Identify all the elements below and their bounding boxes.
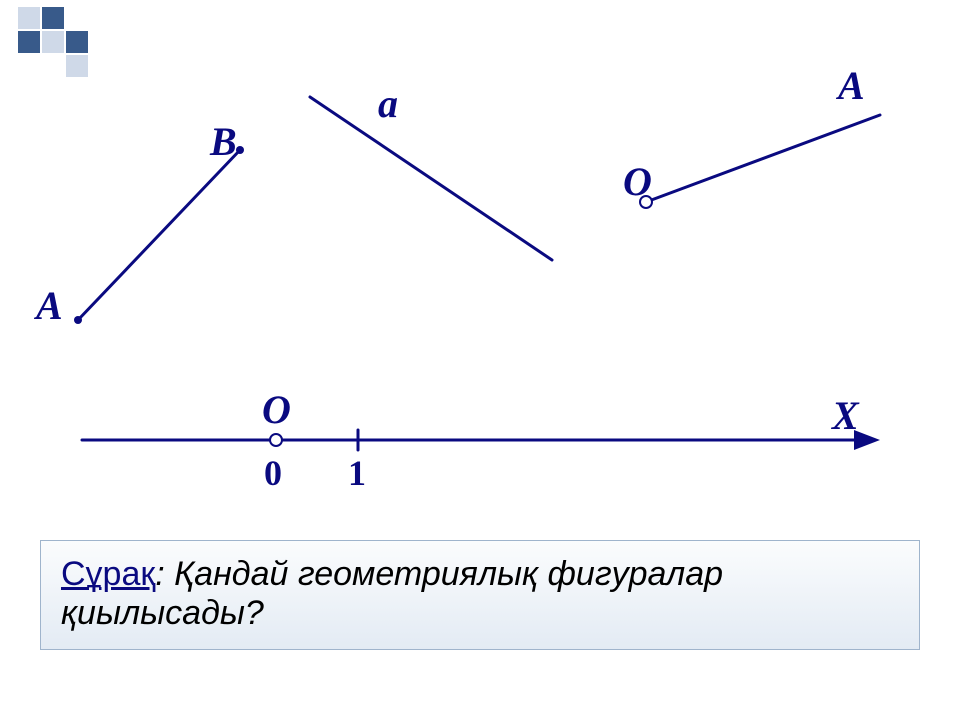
label-B-segment: В — [210, 118, 237, 165]
question-box: Сұрақ: Қандай геометриялық фигуралар қиы… — [40, 540, 920, 650]
label-1-axis: 1 — [348, 452, 366, 494]
label-0-axis: 0 — [264, 452, 282, 494]
label-X-axis: Х — [832, 392, 859, 439]
label-A-segment: А — [36, 282, 63, 329]
label-O-ray: О — [623, 158, 652, 205]
label-O-axis: О — [262, 386, 291, 433]
question-text: : Қандай геометриялық фигуралар қиылысад… — [61, 555, 723, 632]
question-keyword: Сұрақ — [61, 555, 155, 593]
label-a-line: а — [378, 80, 398, 127]
label-A-ray: А — [838, 62, 865, 109]
